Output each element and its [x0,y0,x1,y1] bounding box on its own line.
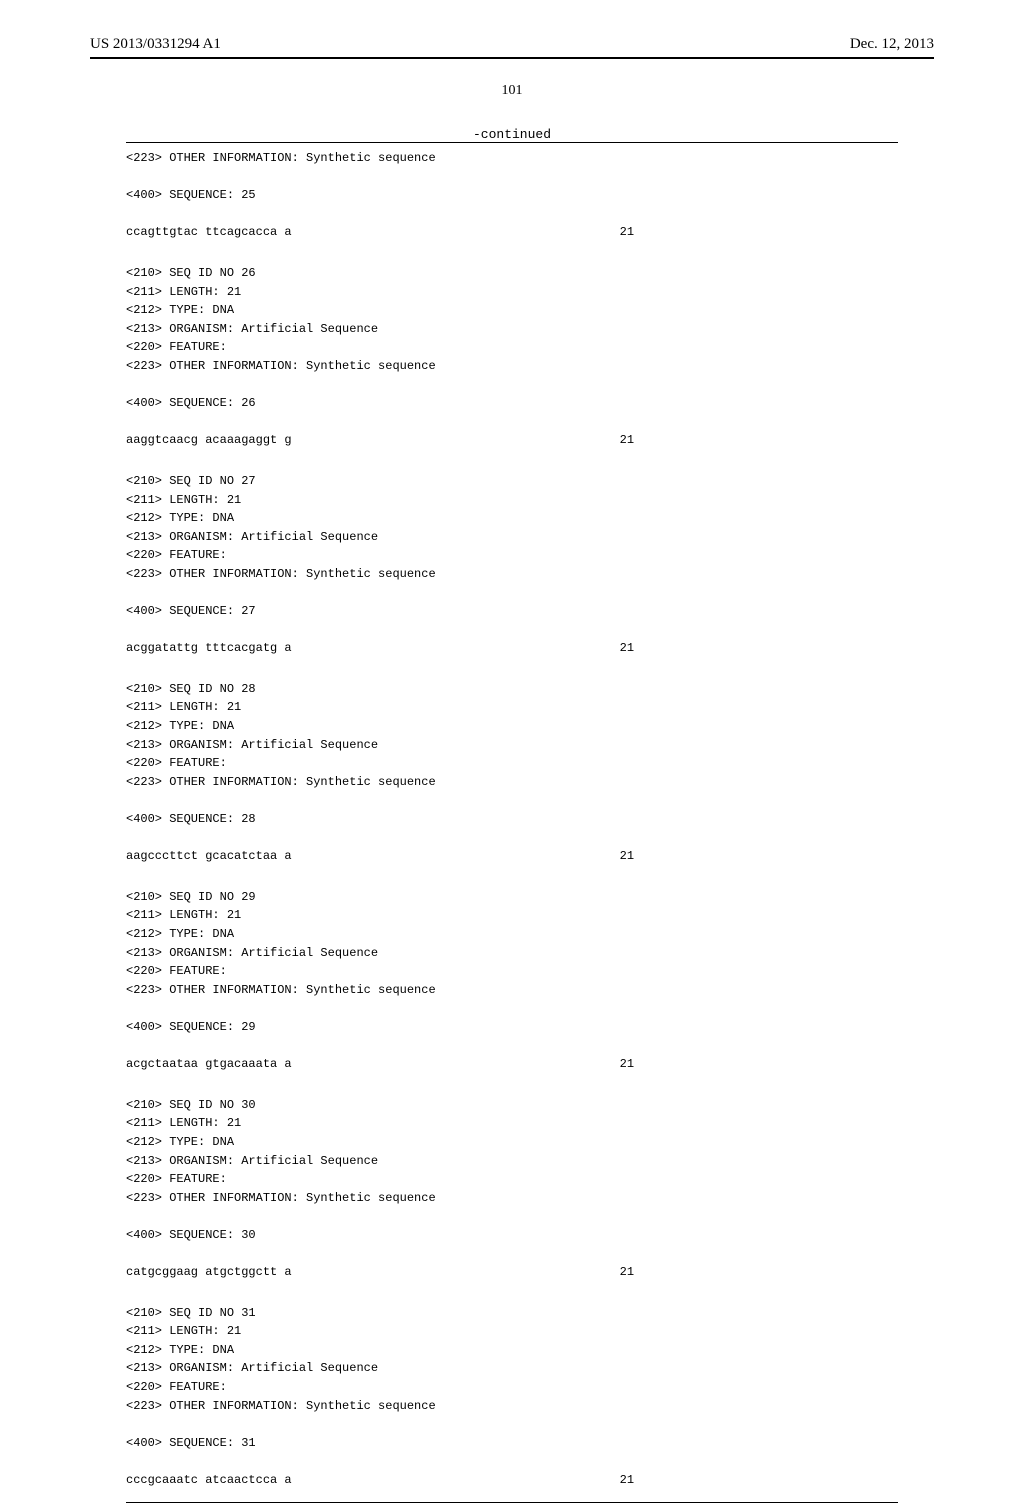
listing-line: <400> SEQUENCE: 26 [126,394,898,413]
listing-line [126,1452,898,1471]
listing-line: <400> SEQUENCE: 28 [126,810,898,829]
listing-line: <220> FEATURE: [126,754,898,773]
sequence-row: acggatattg tttcacgatg a21 [126,639,898,658]
sequence-row: catgcggaag atgctggctt a21 [126,1263,898,1282]
sequence-row: ccagttgtac ttcagcacca a21 [126,223,898,242]
header-rule [90,57,934,59]
listing-line: <400> SEQUENCE: 31 [126,1434,898,1453]
sequence-block: <210> SEQ ID NO 28<211> LENGTH: 21<212> … [126,680,898,866]
sequence-length: 21 [292,1471,634,1490]
listing-line: <220> FEATURE: [126,1170,898,1189]
sequence-text: aagcccttct gcacatctaa a [126,847,292,866]
sequence-row: acgctaataa gtgacaaata a21 [126,1055,898,1074]
sequence-text: catgcggaag atgctggctt a [126,1263,292,1282]
sequence-text: acggatattg tttcacgatg a [126,639,292,658]
listing-line [126,829,898,848]
sequence-block: <210> SEQ ID NO 29<211> LENGTH: 21<212> … [126,888,898,1074]
sequence-length: 21 [292,1055,634,1074]
listing-line [126,413,898,432]
listing-line [126,205,898,224]
listing-line: <211> LENGTH: 21 [126,698,898,717]
page-number: 101 [90,83,934,99]
sequence-length: 21 [292,223,634,242]
listing-line: <400> SEQUENCE: 29 [126,1018,898,1037]
sequence-length: 21 [292,639,634,658]
sequence-text: cccgcaaatc atcaactcca a [126,1471,292,1490]
listing-bottom-rule [126,1502,898,1503]
listing-line: <210> SEQ ID NO 27 [126,472,898,491]
sequence-text: aaggtcaacg acaaagaggt g [126,431,292,450]
sequence-text: ccagttgtac ttcagcacca a [126,223,292,242]
listing-line: <220> FEATURE: [126,546,898,565]
listing-line [126,999,898,1018]
listing-line [126,376,898,395]
listing-line: <223> OTHER INFORMATION: Synthetic seque… [126,981,898,1000]
listing-line: <211> LENGTH: 21 [126,1114,898,1133]
listing-line [126,1244,898,1263]
listing-line: <213> ORGANISM: Artificial Sequence [126,1359,898,1378]
listing-line: <400> SEQUENCE: 27 [126,602,898,621]
listing-line: <210> SEQ ID NO 28 [126,680,898,699]
listing-line: <211> LENGTH: 21 [126,906,898,925]
sequence-block: <210> SEQ ID NO 26<211> LENGTH: 21<212> … [126,264,898,450]
page-header: US 2013/0331294 A1 Dec. 12, 2013 [90,36,934,53]
sequence-listing: <223> OTHER INFORMATION: Synthetic seque… [90,143,934,1502]
sequence-length: 21 [292,847,634,866]
listing-line: <400> SEQUENCE: 25 [126,186,898,205]
listing-line: <212> TYPE: DNA [126,301,898,320]
sequence-length: 21 [292,431,634,450]
sequence-block: <210> SEQ ID NO 27<211> LENGTH: 21<212> … [126,472,898,658]
listing-line: <212> TYPE: DNA [126,509,898,528]
listing-line: <223> OTHER INFORMATION: Synthetic seque… [126,773,898,792]
sequence-block: <210> SEQ ID NO 31<211> LENGTH: 21<212> … [126,1304,898,1490]
sequence-row: aaggtcaacg acaaagaggt g21 [126,431,898,450]
listing-line [126,1415,898,1434]
listing-line: <211> LENGTH: 21 [126,1322,898,1341]
listing-line: <213> ORGANISM: Artificial Sequence [126,320,898,339]
listing-line [126,1207,898,1226]
listing-line: <223> OTHER INFORMATION: Synthetic seque… [126,1189,898,1208]
listing-line: <211> LENGTH: 21 [126,283,898,302]
listing-line: <213> ORGANISM: Artificial Sequence [126,528,898,547]
listing-line [126,791,898,810]
page-container: US 2013/0331294 A1 Dec. 12, 2013 101 -co… [0,0,1024,1320]
publication-date: Dec. 12, 2013 [850,36,934,53]
listing-line: <212> TYPE: DNA [126,1341,898,1360]
sequence-row: aagcccttct gcacatctaa a21 [126,847,898,866]
listing-line: <220> FEATURE: [126,1378,898,1397]
listing-line: <212> TYPE: DNA [126,1133,898,1152]
listing-line: <223> OTHER INFORMATION: Synthetic seque… [126,149,898,168]
listing-line: <213> ORGANISM: Artificial Sequence [126,736,898,755]
listing-line: <220> FEATURE: [126,338,898,357]
listing-line: <400> SEQUENCE: 30 [126,1226,898,1245]
listing-line: <210> SEQ ID NO 31 [126,1304,898,1323]
listing-line [126,168,898,187]
listing-line: <220> FEATURE: [126,962,898,981]
listing-line: <210> SEQ ID NO 29 [126,888,898,907]
listing-line [126,621,898,640]
listing-line: <213> ORGANISM: Artificial Sequence [126,944,898,963]
sequence-block: <210> SEQ ID NO 30<211> LENGTH: 21<212> … [126,1096,898,1282]
listing-line: <223> OTHER INFORMATION: Synthetic seque… [126,357,898,376]
listing-line: <212> TYPE: DNA [126,925,898,944]
listing-line: <210> SEQ ID NO 26 [126,264,898,283]
sequence-length: 21 [292,1263,634,1282]
listing-line: <211> LENGTH: 21 [126,491,898,510]
listing-line: <223> OTHER INFORMATION: Synthetic seque… [126,565,898,584]
listing-line: <213> ORGANISM: Artificial Sequence [126,1152,898,1171]
listing-line: <210> SEQ ID NO 30 [126,1096,898,1115]
continued-label: -continued [90,127,934,142]
listing-line: <223> OTHER INFORMATION: Synthetic seque… [126,1397,898,1416]
publication-number: US 2013/0331294 A1 [90,36,221,53]
listing-line [126,583,898,602]
sequence-text: acgctaataa gtgacaaata a [126,1055,292,1074]
listing-line: <212> TYPE: DNA [126,717,898,736]
listing-line [126,1037,898,1056]
sequence-row: cccgcaaatc atcaactcca a21 [126,1471,898,1490]
